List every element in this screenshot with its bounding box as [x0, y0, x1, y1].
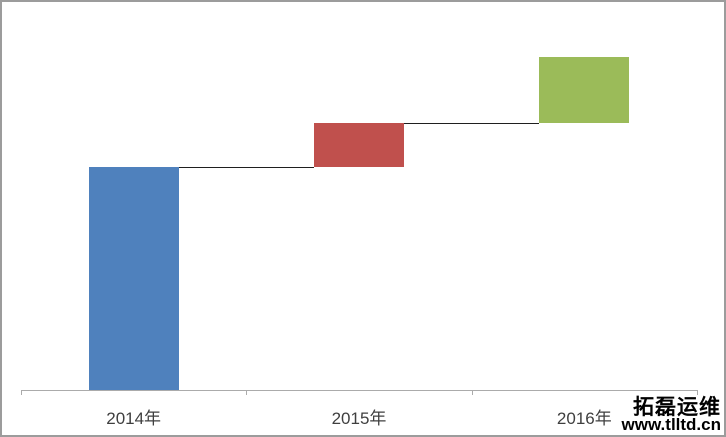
x-axis-line [21, 390, 697, 391]
x-axis-tick [246, 390, 248, 395]
waterfall-bar-2015 [314, 123, 404, 167]
waterfall-bar-2016 [539, 57, 630, 123]
waterfall-bar-2014 [88, 167, 179, 390]
x-tick-label: 2015年 [331, 409, 387, 428]
connector-line [404, 123, 540, 124]
watermark-brand: 拓磊运维 [633, 396, 721, 419]
watermark-url: www.tlltd.cn [621, 415, 721, 434]
x-tick-label: 2014年 [106, 409, 162, 428]
x-tick-label: 2016年 [556, 409, 612, 428]
watermark: 拓磊运维 www.tlltd.cn [622, 397, 721, 433]
x-axis-tick [471, 390, 473, 395]
x-axis-tick [21, 390, 22, 395]
connector-line [178, 167, 314, 168]
x-axis-tick [697, 390, 698, 395]
